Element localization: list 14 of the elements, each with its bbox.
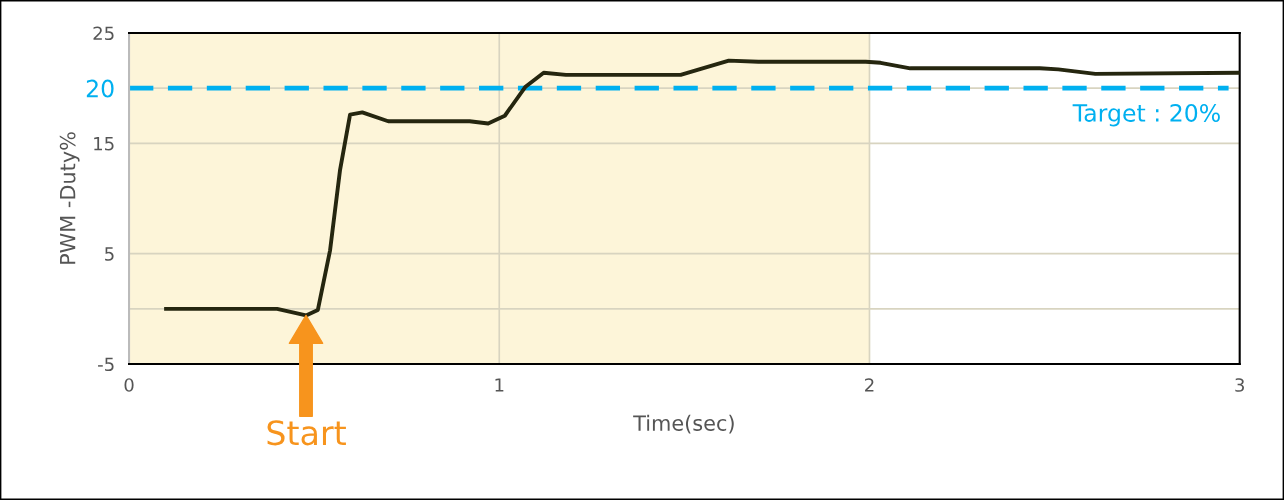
y-tick-label: 25 [93, 26, 114, 41]
y-tick-label: 15 [94, 137, 114, 151]
x-tick-label: 0 [124, 378, 134, 392]
x-axis-title: Time(sec) [633, 414, 734, 434]
x-tick-label: 3 [1235, 378, 1244, 392]
text: Start [267, 420, 346, 446]
y-tick-label: -5 [98, 357, 114, 372]
x-tick-label: 1 [495, 378, 504, 392]
ref-line-label: Target : 20% [1072, 104, 1220, 127]
y-axis-title: PWM -Duty% [59, 132, 80, 264]
y-tick-label: 5 [105, 247, 114, 261]
x-tick-label: 2 [865, 378, 874, 392]
y-tick-label: 20 [86, 79, 114, 98]
line-series [164, 58, 1240, 318]
